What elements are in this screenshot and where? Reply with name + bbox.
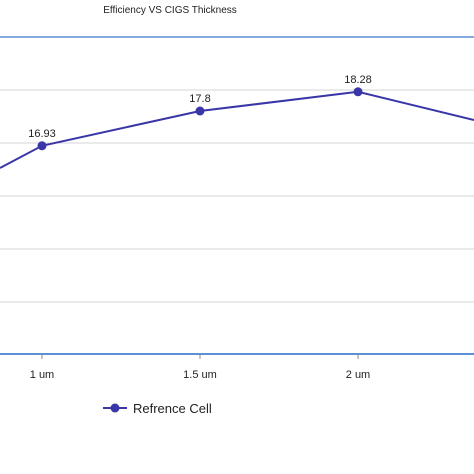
data-label: 16.93 bbox=[28, 128, 56, 140]
x-tick-label: 1.5 um bbox=[183, 369, 217, 381]
legend-marker bbox=[110, 403, 120, 413]
series-line bbox=[0, 90, 474, 169]
legend[interactable]: Refrence Cell bbox=[103, 401, 212, 416]
data-label: 17.8 bbox=[189, 93, 210, 105]
data-point[interactable] bbox=[195, 106, 205, 116]
axes bbox=[0, 353, 474, 359]
data-point[interactable] bbox=[353, 87, 363, 97]
gridlines bbox=[0, 36, 474, 355]
chart-title: Efficiency VS CIGS Thickness bbox=[103, 5, 237, 16]
data-label: 18.28 bbox=[344, 74, 372, 86]
series-layer: 16.93 17.8 18.28 bbox=[0, 74, 474, 169]
x-tick-labels: 1 um 1.5 um 2 um bbox=[30, 369, 370, 381]
data-point[interactable] bbox=[37, 141, 47, 151]
x-tick-label: 1 um bbox=[30, 369, 54, 381]
legend-label: Refrence Cell bbox=[133, 401, 212, 416]
x-tick-label: 2 um bbox=[346, 369, 370, 381]
